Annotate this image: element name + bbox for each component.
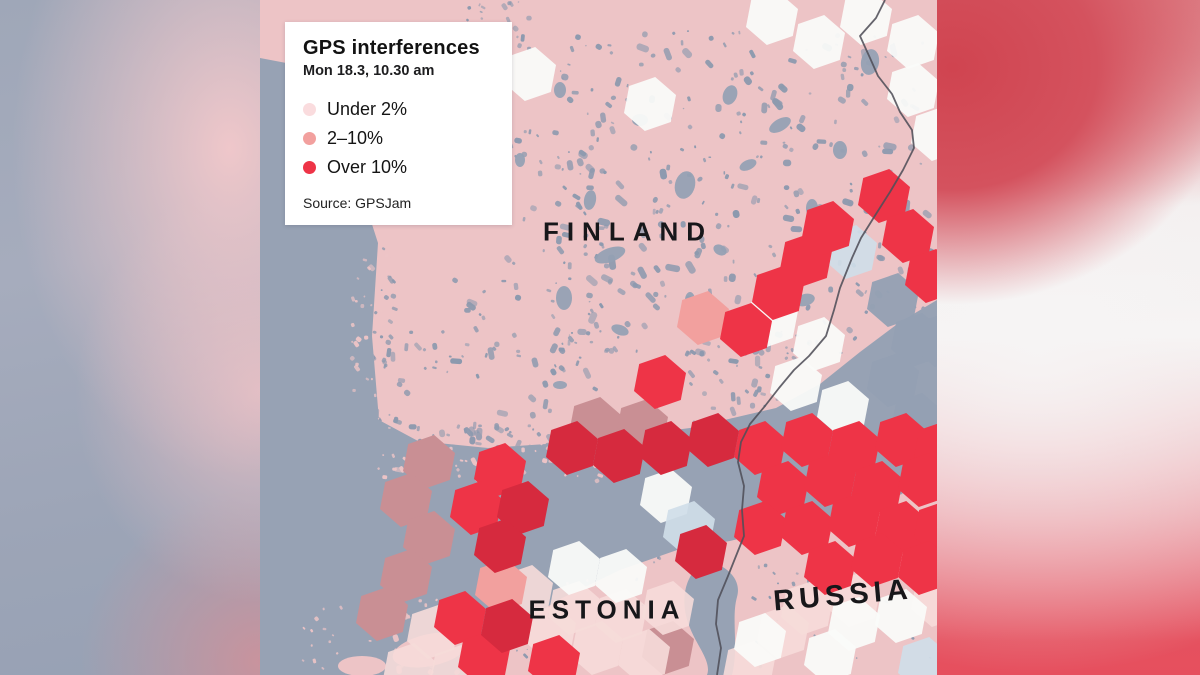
legend-item-under-2: Under 2% xyxy=(303,95,494,124)
legend-source: Source: GPSJam xyxy=(303,195,412,211)
legend-swatch-2-10-icon xyxy=(303,132,316,145)
backdrop-blur-left xyxy=(0,0,261,675)
map-canvas xyxy=(260,0,937,675)
legend-item-label: Under 2% xyxy=(327,99,408,119)
gps-interference-map: FINLAND ESTONIA RUSSIA GPS interferences… xyxy=(260,0,937,675)
backdrop-blur-right xyxy=(937,0,1200,675)
country-label-estonia: ESTONIA xyxy=(528,594,686,625)
legend-swatch-under-2-icon xyxy=(303,103,316,116)
legend-item-label: 2–10% xyxy=(327,128,384,148)
legend-item-label: Over 10% xyxy=(327,157,408,177)
legend-title: GPS interferences xyxy=(303,37,480,59)
legend-items: Under 2% 2–10% Over 10% xyxy=(303,95,494,182)
country-label-finland: FINLAND xyxy=(542,216,714,247)
legend-swatch-over-10-icon xyxy=(303,161,316,174)
legend-item-over-10: Over 10% xyxy=(303,153,494,182)
legend-item-2-10: 2–10% xyxy=(303,124,494,153)
legend-subtitle: Mon 18.3, 10.30 am xyxy=(303,63,435,79)
map-legend: GPS interferences Mon 18.3, 10.30 am Und… xyxy=(285,22,512,225)
